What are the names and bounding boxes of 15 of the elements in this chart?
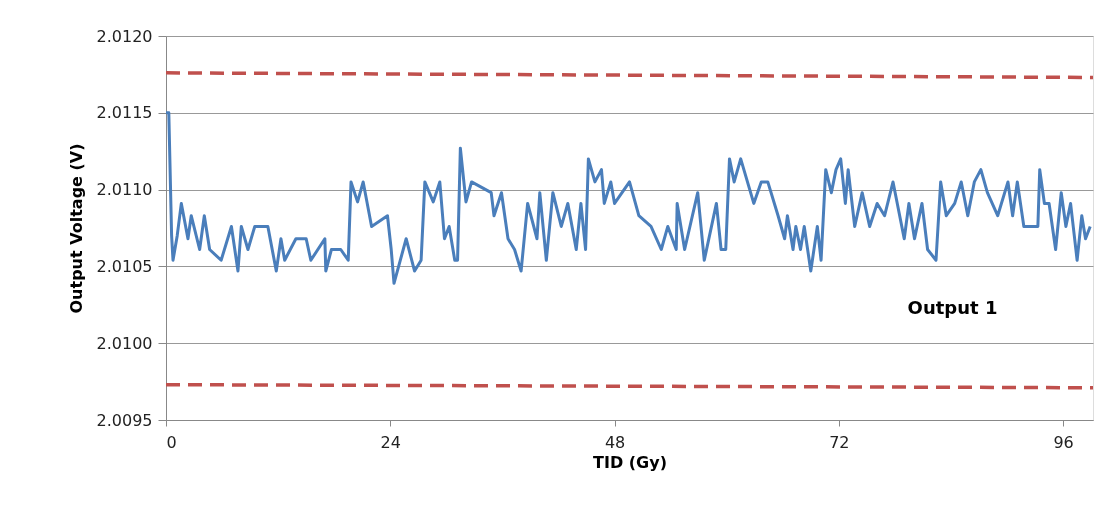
x-tick-label: 48 bbox=[604, 432, 626, 452]
x-axis-title: TID (Gy) bbox=[593, 452, 667, 472]
y-tick-label: 2.0120 bbox=[96, 26, 153, 46]
x-tick-label: 0 bbox=[166, 432, 177, 452]
x-tick-label: 24 bbox=[380, 432, 401, 452]
y-tick-label: 2.0115 bbox=[96, 103, 153, 123]
line-series bbox=[164, 111, 1092, 285]
y-tick-label: 2.0105 bbox=[96, 256, 153, 276]
annotation: Output 1 bbox=[907, 296, 998, 318]
y-tick-label: 2.0095 bbox=[96, 410, 153, 430]
y-tick-label: 2.0100 bbox=[96, 333, 153, 353]
x-tick-label: 96 bbox=[1053, 432, 1074, 452]
y-tick-label: 2.0110 bbox=[96, 180, 153, 200]
x-tick-label: 72 bbox=[829, 432, 850, 452]
y-axis-title: Output Voltage (V) bbox=[66, 143, 86, 314]
